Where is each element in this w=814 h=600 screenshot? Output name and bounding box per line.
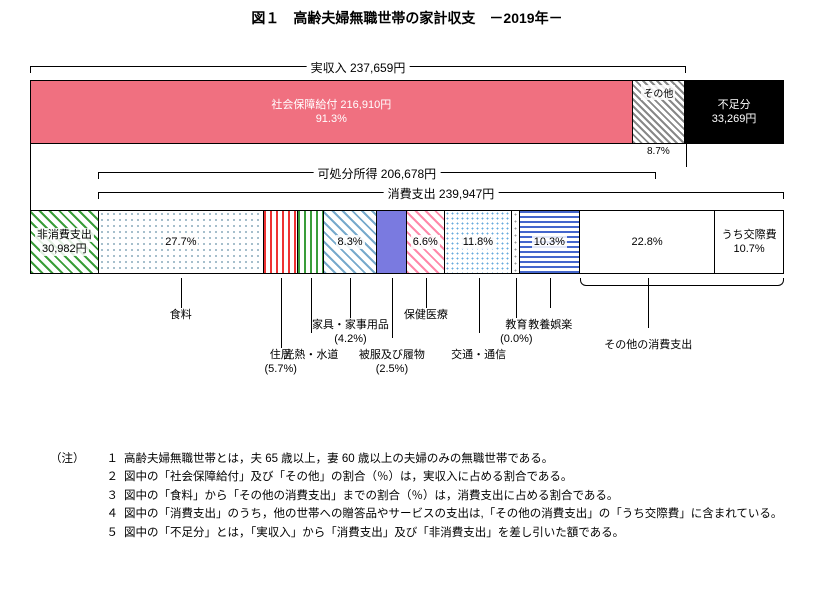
deficit-label: 不足分 [718, 98, 751, 112]
callout-food: 食料 [170, 308, 192, 322]
note-idx: １ [100, 450, 124, 468]
seg-pct: 10.7% [731, 242, 766, 256]
note-text: 図中の「社会保障給付」及び「その他」の割合（％）は，実収入に占める割合である。 [124, 468, 784, 486]
note-text: 図中の「消費支出」のうち，他の世帯への贈答品やサービスの支出は,「その他の消費支… [124, 505, 784, 523]
seg-recreation: 10.3% [520, 211, 580, 273]
seg-clothing [377, 211, 407, 273]
seg-pct: 8.3% [336, 235, 365, 249]
note-text: 高齢夫婦無職世帯とは，夫 65 歳以上，妻 60 歳以上の夫婦のみの無職世帯であ… [124, 450, 784, 468]
callout-transport: 交通・通信 [451, 348, 506, 362]
seg-pct: 6.6% [411, 235, 440, 249]
seg-nonconsume: 非消費支出30,982円 [31, 211, 99, 273]
callout-recreation: 教養娯楽 [528, 318, 572, 332]
callout-line [181, 278, 182, 308]
connector-1 [30, 144, 31, 210]
callout-line [350, 278, 351, 318]
notes-header: （注） [50, 450, 100, 468]
income-other-pct: 8.7% [645, 146, 672, 157]
seg-education [512, 211, 520, 273]
seg-transport: 11.8% [445, 211, 513, 273]
expenditure-label: 消費支出 239,947円 [384, 185, 499, 202]
seg-food: 27.7% [99, 211, 264, 273]
expenditure-bar: 非消費支出30,982円 27.7% 8.3% 6.6% 11.8% 10.3% 22.8%… [30, 210, 784, 274]
note-idx: ３ [100, 487, 124, 505]
seg-pct: 11.8% [461, 235, 495, 249]
callout-line [281, 278, 282, 348]
callout-line [392, 278, 393, 338]
income-bracket: 実収入 237,659円 [30, 66, 686, 67]
seg-income-other: その他 8.7% [633, 81, 686, 143]
expenditure-bracket: 消費支出 239,947円 [98, 192, 784, 193]
note-idx: ５ [100, 524, 124, 542]
seg-pct: 10.3% [532, 235, 567, 249]
seg-label: 非消費支出 [35, 228, 94, 242]
seg-furniture: 8.3% [324, 211, 377, 273]
callout-health: 保健医療 [404, 308, 448, 322]
note-text: 図中の「不足分」とは，「実収入」から「消費支出」及び「非消費支出」を差し引いた額… [124, 524, 784, 542]
seg-pct: 22.8% [629, 235, 664, 249]
seg-sub: 30,982円 [40, 242, 89, 256]
seg-other_exp: 22.8% [580, 211, 715, 273]
callout-clothing: 被服及び履物(2.5%) [359, 348, 425, 377]
callouts: 食料住居(5.7%)光熱・水道家具・家事用品(4.2%)被服及び履物(2.5%)… [30, 278, 784, 418]
note-idx: ２ [100, 468, 124, 486]
callout-line [516, 278, 517, 318]
deficit-amount: 33,269円 [712, 112, 757, 126]
callout-line [426, 278, 427, 308]
disposable-label: 可処分所得 206,678円 [313, 165, 440, 182]
income-total-label: 実収入 237,659円 [307, 59, 410, 76]
seg-social-security: 社会保障給付 216,910円 91.3% [31, 81, 633, 143]
callout-utilities: 光熱・水道 [283, 348, 338, 362]
income-other-label: その他 [641, 85, 675, 100]
chart-title: 図１ 高齢夫婦無職世帯の家計収支 －2019年－ [0, 0, 814, 40]
seg-pct: 27.7% [163, 235, 198, 249]
seg-utilities [298, 211, 324, 273]
connector-2 [686, 144, 687, 167]
other-exp-brace [580, 278, 784, 286]
social-security-pct: 91.3% [316, 112, 347, 126]
callout-line [479, 278, 480, 333]
callout-furniture: 家具・家事用品(4.2%) [312, 318, 389, 347]
notes: （注） １ 高齢夫婦無職世帯とは，夫 65 歳以上，妻 60 歳以上の夫婦のみの… [50, 450, 784, 542]
social-security-label: 社会保障給付 216,910円 [271, 98, 391, 112]
seg-social_exp: うち交際費10.7% [715, 211, 783, 273]
callout-line [550, 278, 551, 308]
chart-area: 実収入 237,659円 社会保障給付 216,910円 91.3% その他 8… [30, 40, 784, 420]
note-text: 図中の「食料」から「その他の消費支出」までの割合（％）は，消費支出に占める割合で… [124, 487, 784, 505]
seg-label: うち交際費 [720, 228, 779, 242]
income-bar: 社会保障給付 216,910円 91.3% その他 8.7% 不足分 33,26… [30, 80, 784, 144]
note-idx: ４ [100, 505, 124, 523]
disposable-bracket: 可処分所得 206,678円 [98, 172, 656, 173]
seg-health: 6.6% [407, 211, 445, 273]
callout-other_exp: その他の消費支出 [604, 338, 692, 352]
seg-housing [264, 211, 298, 273]
seg-deficit: 不足分 33,269円 [685, 81, 783, 143]
